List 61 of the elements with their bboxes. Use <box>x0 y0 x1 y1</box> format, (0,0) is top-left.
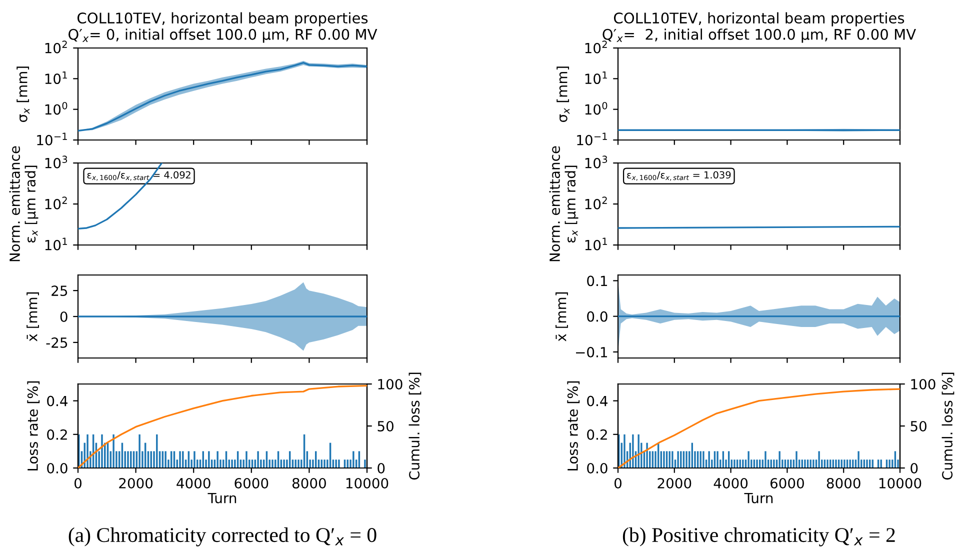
y-tick-label: 10$^{1}$ <box>585 71 607 84</box>
y-tick-label: 0.4 <box>587 396 608 406</box>
x-tick-label: 8000 <box>292 478 326 488</box>
x-tick-label: 2000 <box>119 478 153 488</box>
y-tick-label: 10$^{2}$ <box>45 40 67 54</box>
y-axis-title: x̄ [mm] <box>26 292 39 342</box>
y2-tick-label: 100 <box>911 378 936 390</box>
y-tick-label: 0.0 <box>587 462 608 474</box>
y-axis-title: Norm. emittance ε$_{x}$ [μm rad] <box>549 146 578 262</box>
y-tick-label: 10$^{0}$ <box>45 102 68 115</box>
y-tick-label: 0 <box>60 311 68 322</box>
y-tick-label: 0.0 <box>587 311 608 322</box>
y2-tick-label: 100 <box>378 378 402 390</box>
y-axis-title: Loss rate [%] <box>27 381 40 470</box>
y-tick-label: 10$^{1}$ <box>45 71 67 84</box>
x-axis-title: Turn <box>208 492 236 504</box>
y2-axis-title: Cumul. loss [%] <box>942 372 954 480</box>
y-axis-title: Loss rate [%] <box>567 381 580 470</box>
y-axis-title: σ$_{x}$ [mm] <box>16 66 30 122</box>
text: (b) Positive chromaticity Q′$_{x}$ = 2 <box>622 527 895 546</box>
y2-tick-label: 50 <box>910 420 926 432</box>
y-tick-label: 0.2 <box>587 429 607 440</box>
y-tick-label: -25 <box>46 337 68 348</box>
y2-tick-label: 50 <box>378 420 394 432</box>
x-tick-label: 10000 <box>879 478 922 488</box>
y-tick-label: 0.2 <box>47 429 67 440</box>
y-axis-title: x̄ [mm] <box>556 292 568 342</box>
x-tick-label: 6000 <box>234 478 268 488</box>
x-tick-label: 8000 <box>826 478 860 488</box>
y-tick-label: 10$^{0}$ <box>585 102 608 115</box>
y-tick-label: 0.0 <box>47 462 68 474</box>
y2-tick-label: 0 <box>910 462 918 474</box>
y-axis-title: σ$_{x}$ [mm] <box>556 66 570 122</box>
y-tick-label: 10$^{3}$ <box>45 156 68 168</box>
y-tick-label: 0.4 <box>47 396 68 406</box>
y-tick-label: 10$^{−1}$ <box>577 132 607 146</box>
y2-tick-label: 0 <box>378 462 385 474</box>
x-tick-label: 0 <box>614 478 622 488</box>
x-axis-title: Turn <box>744 492 773 504</box>
y-tick-label: 10$^{2}$ <box>585 196 607 210</box>
x-tick-label: 4000 <box>176 478 210 488</box>
y-tick-label: 10$^{−1}$ <box>37 132 67 146</box>
chart-title: COLL10TEV, horizontal beam properties Q′$_{x}$= 0, initial offset 100.0 μm, RF 0.00 MV <box>68 12 378 43</box>
y-tick-label: −0.1 <box>576 346 607 358</box>
text: (a) Chromaticity corrected to Q′$_{x}$ = 0 <box>68 527 376 546</box>
annotation: ε$_{x,1600}$/ε$_{x,start}$ = 1.039 <box>627 171 731 181</box>
y-tick-label: 0.1 <box>587 276 607 286</box>
y-axis-title: Norm. emittance ε$_{x}$ [μm rad] <box>9 146 38 262</box>
x-tick-label: 6000 <box>770 478 804 488</box>
x-tick-label: 4000 <box>714 478 748 488</box>
y-tick-label: 10$^{2}$ <box>585 40 607 54</box>
x-tick-label: 2000 <box>658 478 692 488</box>
y-tick-label: 10$^{1}$ <box>585 238 607 250</box>
y-tick-label: 10$^{1}$ <box>45 238 67 250</box>
y-tick-label: 25 <box>52 286 68 296</box>
y-tick-label: 10$^{2}$ <box>45 196 67 210</box>
y-tick-label: 10$^{3}$ <box>585 156 608 168</box>
chart-title: COLL10TEV, horizontal beam properties Q′$_{x}$= 2, initial offset 100.0 μm, RF 0.00 MV <box>602 12 916 43</box>
x-tick-label: 10000 <box>346 478 388 488</box>
x-tick-label: 0 <box>74 478 82 488</box>
y2-axis-title: Cumul. loss [%] <box>408 372 422 480</box>
